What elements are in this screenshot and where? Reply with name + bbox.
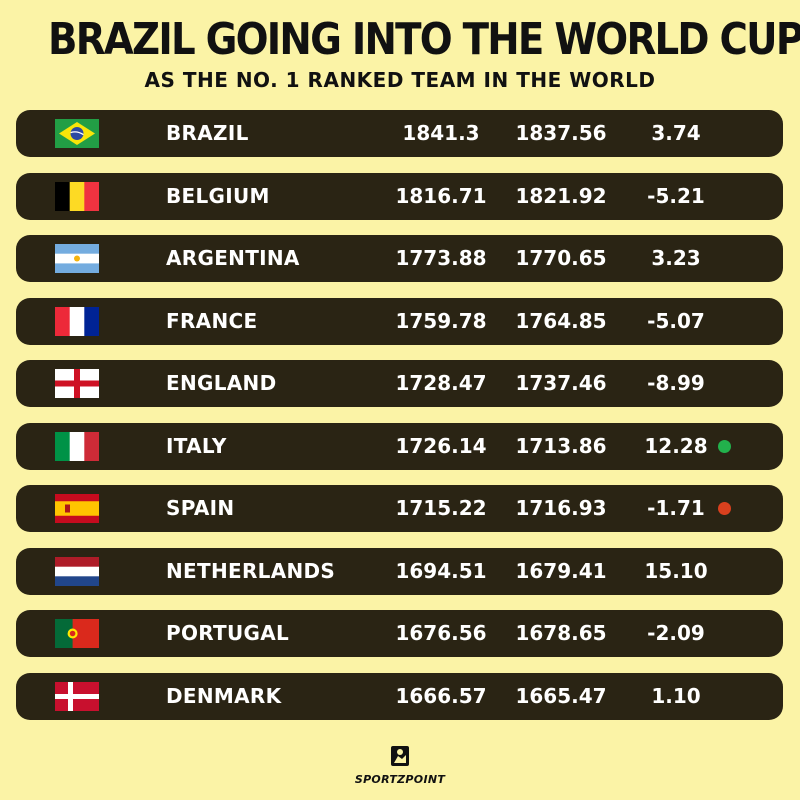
brazil-flag-icon <box>55 119 99 148</box>
team-name: PORTUGAL <box>166 621 290 645</box>
team-name: DENMARK <box>166 683 282 708</box>
team-name: BELGIUM <box>166 183 270 208</box>
team-name: FRANCE <box>166 308 258 333</box>
previous-rating-value: 1665.47 <box>515 683 607 708</box>
team-name: ITALY <box>166 433 227 458</box>
table-row: ENGLAND 1728.47 1737.46 -8.99 <box>16 360 783 407</box>
table-row: ITALY 1726.14 1713.86 12.28 <box>16 422 783 470</box>
rating-change: -5.07 <box>647 308 705 333</box>
logo-text: SPORTZPOINT <box>354 773 446 786</box>
previous-rating-value: 1737.46 <box>515 371 607 395</box>
rating-change: 1.10 <box>651 683 701 708</box>
rating-change: -5.21 <box>647 183 705 208</box>
rating-value: 1759.78 <box>395 308 487 333</box>
rating-change: 15.10 <box>644 558 708 583</box>
italy-flag-icon <box>55 431 99 461</box>
previous-rating-value: 1679.41 <box>515 558 607 583</box>
up-indicator-dot <box>718 439 731 453</box>
table-row: PORTUGAL 1676.56 1678.65 -2.09 <box>16 610 783 657</box>
previous-rating-value: 1770.65 <box>515 246 607 270</box>
page-subtitle: AS THE NO. 1 RANKED TEAM IN THE WORLD <box>144 68 656 92</box>
rating-change: -8.99 <box>647 371 705 395</box>
argentina-flag-icon <box>55 244 99 273</box>
portugal-flag-icon <box>55 619 99 648</box>
england-flag-icon <box>55 369 99 398</box>
sportzpoint-logo-icon <box>388 744 412 768</box>
denmark-flag-icon <box>55 681 99 711</box>
table-row: NETHERLANDS 1694.51 1679.41 15.10 <box>16 547 783 595</box>
rating-value: 1816.71 <box>395 183 487 208</box>
rating-value: 1726.14 <box>395 433 487 458</box>
rating-value: 1728.47 <box>395 371 487 395</box>
previous-rating-value: 1837.56 <box>515 121 607 145</box>
previous-rating-value: 1678.65 <box>515 621 607 645</box>
table-row: BRAZIL 1841.3 1837.56 3.74 <box>16 110 783 157</box>
rating-value: 1676.56 <box>395 621 487 645</box>
rating-change: 3.74 <box>651 121 701 145</box>
sportzpoint-logo: SPORTZPOINT <box>0 744 800 786</box>
down-indicator-dot <box>718 502 731 515</box>
previous-rating-value: 1713.86 <box>515 433 607 458</box>
team-name: ARGENTINA <box>166 246 300 270</box>
rating-change: 12.28 <box>644 433 708 458</box>
belgium-flag-icon <box>55 181 99 211</box>
team-name: SPAIN <box>166 496 235 520</box>
table-row: ARGENTINA 1773.88 1770.65 3.23 <box>16 235 783 282</box>
table-row: FRANCE 1759.78 1764.85 -5.07 <box>16 297 783 345</box>
rating-value: 1666.57 <box>395 683 487 708</box>
rating-change: -1.71 <box>647 496 705 520</box>
team-name: ENGLAND <box>166 371 277 395</box>
rating-value: 1694.51 <box>395 558 487 583</box>
team-name: NETHERLANDS <box>166 558 336 583</box>
table-row: DENMARK 1666.57 1665.47 1.10 <box>16 672 783 720</box>
rating-value: 1841.3 <box>402 121 480 145</box>
france-flag-icon <box>55 306 99 336</box>
rating-value: 1715.22 <box>395 496 487 520</box>
netherlands-flag-icon <box>55 556 99 586</box>
ranking-table: BRAZIL 1841.3 1837.56 3.74 BELGIUM 1816.… <box>16 110 783 735</box>
previous-rating-value: 1716.93 <box>515 496 607 520</box>
team-name: BRAZIL <box>166 121 249 145</box>
rating-change: -2.09 <box>647 621 705 645</box>
page-title: BRAZIL GOING INTO THE WORLD CUP <box>48 14 800 65</box>
previous-rating-value: 1764.85 <box>515 308 607 333</box>
table-row: SPAIN 1715.22 1716.93 -1.71 <box>16 485 783 532</box>
spain-flag-icon <box>55 494 99 523</box>
previous-rating-value: 1821.92 <box>515 183 607 208</box>
rating-value: 1773.88 <box>395 246 487 270</box>
table-row: BELGIUM 1816.71 1821.92 -5.21 <box>16 172 783 220</box>
rating-change: 3.23 <box>651 246 701 270</box>
